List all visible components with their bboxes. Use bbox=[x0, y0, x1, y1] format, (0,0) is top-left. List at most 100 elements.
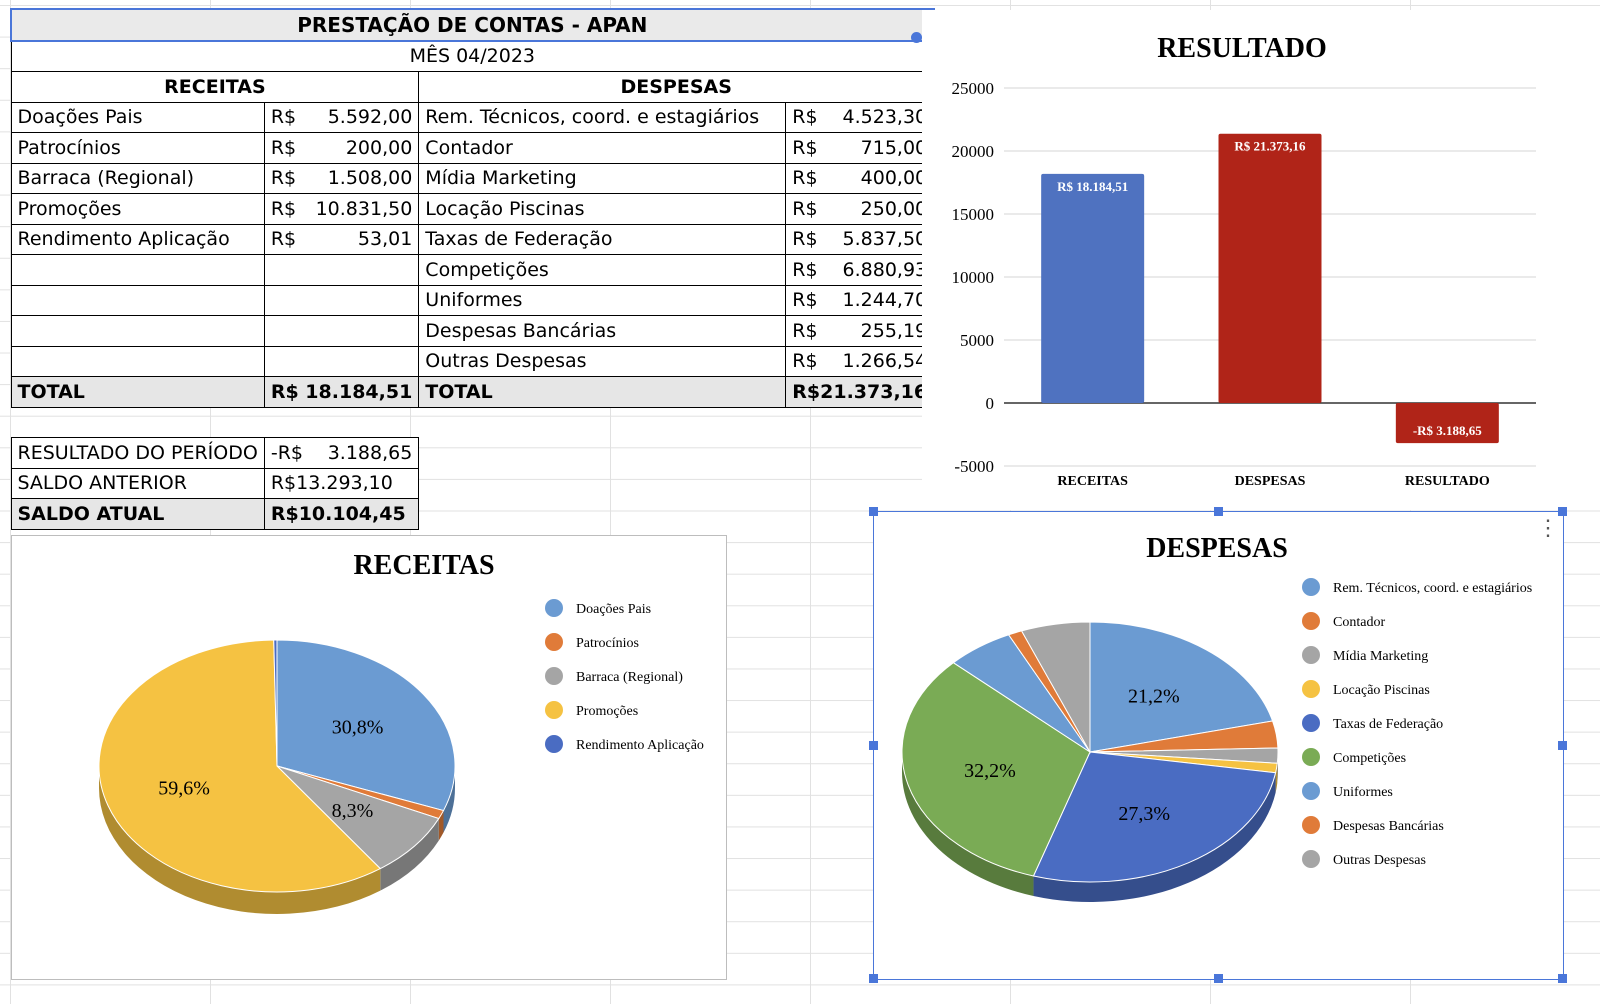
total-despesas[interactable]: R$21.373,16 bbox=[785, 376, 935, 408]
despesa-value[interactable]: R$ 250,00 bbox=[785, 193, 935, 225]
receita-value[interactable]: R$ 10.831,50 bbox=[263, 193, 420, 225]
pie-percent-label: 30,8% bbox=[332, 717, 384, 739]
legend-swatch bbox=[545, 633, 563, 651]
despesa-label[interactable]: Taxas de Federação bbox=[418, 223, 787, 255]
empty-cell[interactable] bbox=[419, 407, 786, 438]
empty-cell[interactable] bbox=[263, 254, 420, 286]
y-tick-label: 20000 bbox=[952, 142, 995, 161]
resultado-periodo-value[interactable]: -R$ 3.188,65 bbox=[263, 437, 420, 469]
resize-handle[interactable] bbox=[1213, 507, 1223, 516]
pie-slice[interactable] bbox=[98, 639, 382, 893]
receita-label[interactable]: Barraca (Regional) bbox=[10, 162, 265, 194]
despesa-value[interactable]: R$ 1.266,54 bbox=[785, 345, 935, 377]
resultado-chart-svg: RESULTADO -5000 0 5000 10000 15000 20000 25000 R… bbox=[952, 33, 1536, 489]
total-label[interactable]: TOTAL bbox=[418, 376, 787, 408]
empty-cell[interactable] bbox=[10, 254, 265, 286]
legend-label: Mídia Marketing bbox=[1333, 649, 1428, 664]
empty-cell[interactable] bbox=[786, 438, 934, 469]
resize-handle[interactable] bbox=[1558, 974, 1567, 983]
accounts-table: PRESTAÇÃO DE CONTAS - APAN MÊS 04/2023 R… bbox=[10, 8, 935, 530]
despesa-value[interactable]: R$ 255,19 bbox=[785, 315, 935, 347]
despesas-chart-svg: DESPESAS 21,2% 27,3% 32,2% Rem. Técnicos, co… bbox=[901, 533, 1532, 902]
receita-value[interactable]: R$ 5.592,00 bbox=[263, 101, 420, 133]
despesa-label[interactable]: Locação Piscinas bbox=[418, 193, 787, 225]
empty-cell[interactable] bbox=[263, 315, 420, 347]
resize-handle[interactable] bbox=[1213, 974, 1223, 983]
total-label[interactable]: TOTAL bbox=[10, 376, 265, 408]
resize-handle[interactable] bbox=[869, 740, 878, 750]
despesa-value[interactable]: R$ 4.523,30 bbox=[785, 101, 935, 133]
despesa-value[interactable]: R$ 6.880,93 bbox=[785, 254, 935, 286]
empty-cell[interactable] bbox=[786, 407, 934, 438]
sheet-title[interactable]: PRESTAÇÃO DE CONTAS - APAN bbox=[10, 8, 935, 42]
bar-resultado[interactable] bbox=[1395, 403, 1499, 444]
pie-slice-side bbox=[443, 766, 455, 833]
despesa-label[interactable]: Outras Despesas bbox=[418, 345, 787, 377]
pie-slice[interactable] bbox=[901, 662, 1091, 877]
despesa-value[interactable]: R$ 5.837,50 bbox=[785, 223, 935, 255]
empty-cell[interactable] bbox=[419, 468, 786, 499]
empty-cell[interactable] bbox=[11, 407, 264, 438]
bar-despesas[interactable] bbox=[1218, 133, 1322, 403]
pie-slice[interactable] bbox=[273, 639, 278, 767]
saldo-anterior-label[interactable]: SALDO ANTERIOR bbox=[10, 467, 265, 499]
receita-value[interactable]: R$ 53,01 bbox=[263, 223, 420, 255]
total-label-text: TOTAL bbox=[425, 380, 493, 403]
empty-cell[interactable] bbox=[10, 345, 265, 377]
receita-label[interactable]: Patrocínios bbox=[10, 132, 265, 164]
receita-label[interactable]: Promoções bbox=[10, 193, 265, 225]
sheet-subtitle[interactable]: MÊS 04/2023 bbox=[10, 40, 935, 72]
despesa-label[interactable]: Competições bbox=[418, 254, 787, 286]
resultado-periodo-label[interactable]: RESULTADO DO PERÍODO bbox=[10, 437, 265, 469]
resize-handle[interactable] bbox=[869, 974, 878, 983]
empty-cell[interactable] bbox=[263, 284, 420, 316]
table-row: Uniformes R$ 1.244,70 bbox=[10, 284, 935, 316]
despesa-label-text: Competições bbox=[425, 258, 549, 281]
empty-cell[interactable] bbox=[786, 468, 934, 499]
receitas-header[interactable]: RECEITAS bbox=[10, 71, 420, 103]
resultado-bar-chart[interactable]: RESULTADO -5000 0 5000 10000 15000 20000 25000 R… bbox=[922, 10, 1600, 510]
despesa-value[interactable]: R$ 400,00 bbox=[785, 162, 935, 194]
despesa-value[interactable]: R$ 715,00 bbox=[785, 132, 935, 164]
currency-symbol: R$ bbox=[270, 136, 297, 159]
despesa-label[interactable]: Contador bbox=[418, 132, 787, 164]
legend-swatch bbox=[545, 599, 563, 617]
receita-label[interactable]: Doações Pais bbox=[10, 101, 265, 133]
receita-label-text: Barraca (Regional) bbox=[17, 167, 195, 190]
empty-cell[interactable] bbox=[419, 438, 786, 469]
empty-cell[interactable] bbox=[10, 284, 265, 316]
total-receitas[interactable]: R$ 18.184,51 bbox=[263, 376, 420, 408]
resize-handle[interactable] bbox=[869, 507, 878, 516]
despesa-label[interactable]: Rem. Técnicos, coord. e estagiários bbox=[418, 101, 787, 133]
receitas-pie-chart[interactable]: RECEITAS 30,8% 8,3% 59,6% Doações Pais Patroc… bbox=[11, 535, 727, 980]
despesa-label[interactable]: Mídia Marketing bbox=[418, 162, 787, 194]
despesas-pie-chart[interactable]: DESPESAS 21,2% 27,3% 32,2% Rem. Técnicos, co… bbox=[873, 511, 1564, 980]
resize-handle[interactable] bbox=[1558, 507, 1567, 516]
empty-cell[interactable] bbox=[419, 499, 786, 530]
pie-slice[interactable] bbox=[1020, 621, 1091, 754]
pie-slice[interactable] bbox=[1089, 621, 1274, 753]
saldo-atual-label[interactable]: SALDO ATUAL bbox=[10, 498, 265, 530]
despesa-label[interactable]: Uniformes bbox=[418, 284, 787, 316]
pie-slice[interactable] bbox=[276, 765, 440, 870]
empty-cell[interactable] bbox=[263, 345, 420, 377]
amount-value: 200,00 bbox=[345, 136, 413, 159]
saldo-anterior-value[interactable]: R$13.293,10 bbox=[263, 467, 420, 499]
pie-slice[interactable] bbox=[1032, 751, 1277, 883]
despesa-label[interactable]: Despesas Bancárias bbox=[418, 315, 787, 347]
pie-slice[interactable] bbox=[276, 639, 456, 812]
bar-data-label: -R$ 3.188,65 bbox=[1413, 423, 1482, 438]
selection-handle[interactable] bbox=[911, 32, 922, 43]
receita-value[interactable]: R$ 200,00 bbox=[263, 132, 420, 164]
empty-cell[interactable] bbox=[10, 315, 265, 347]
receita-label[interactable]: Rendimento Aplicação bbox=[10, 223, 265, 255]
receita-value[interactable]: R$ 1.508,00 bbox=[263, 162, 420, 194]
empty-cell[interactable] bbox=[264, 407, 418, 438]
despesa-value[interactable]: R$ 1.244,70 bbox=[785, 284, 935, 316]
table-row: Patrocínios R$ 200,00 Contador R$ 715,00 bbox=[10, 132, 935, 164]
chart-menu-icon[interactable]: ⋮ bbox=[1537, 515, 1559, 540]
resize-handle[interactable] bbox=[1558, 740, 1567, 750]
bar-receitas[interactable] bbox=[1041, 173, 1145, 403]
despesas-header[interactable]: DESPESAS bbox=[418, 71, 935, 103]
saldo-atual-value[interactable]: R$10.104,45 bbox=[263, 498, 420, 530]
